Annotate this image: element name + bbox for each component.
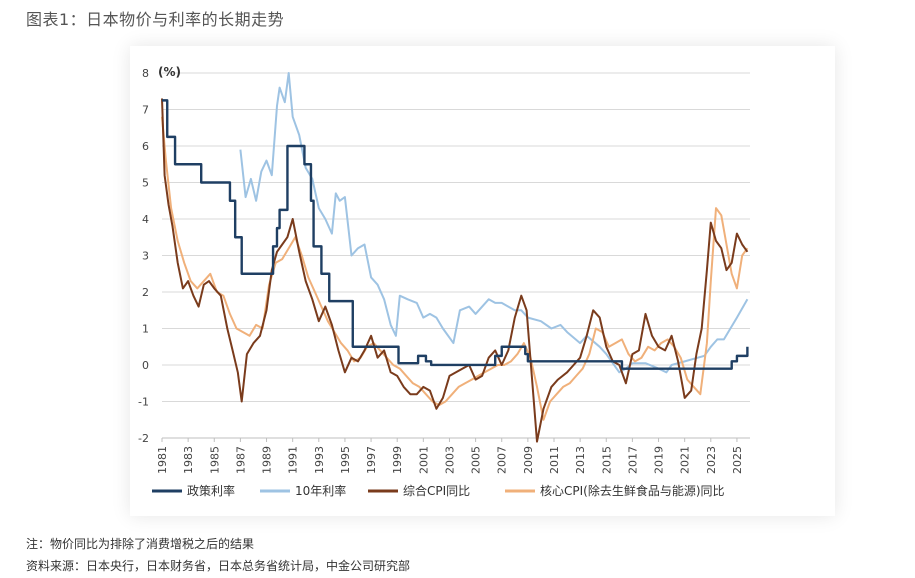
x-tick-label: 1991 (287, 446, 300, 474)
source-text: 资料来源：日本央行，日本财务省，日本总务省统计局，中金公司研究部 (26, 559, 411, 573)
note-text: 注：物价同比为排除了消费增税之后的结果 (26, 537, 255, 551)
x-tick-label: 2007 (496, 446, 509, 474)
x-tick-label: 2021 (679, 446, 692, 474)
y-tick-label: 7 (142, 104, 149, 117)
x-tick-label: 2015 (600, 446, 613, 474)
x-tick-label: 2017 (626, 446, 639, 474)
y-axis-ticks: -2 -1 0 1 2 3 4 5 6 7 8 (138, 67, 149, 445)
legend-label-policy_rate: 政策利率 (187, 483, 235, 498)
x-tick-label: 1981 (156, 446, 169, 474)
legend-label-cpi: 综合CPI同比 (403, 483, 470, 498)
chart-card: -2 -1 0 1 2 3 4 5 6 7 8 1981 1983 1985 1987 1989 1991 19… (130, 46, 835, 516)
x-tick-label: 1995 (339, 446, 352, 474)
x-tick-label: 1983 (182, 446, 195, 474)
x-tick-label: 1997 (365, 446, 378, 474)
series-lines (161, 72, 749, 443)
y-tick-label: 3 (142, 250, 149, 263)
series-line-jgb10y (239, 72, 749, 374)
series-line-cpi (161, 98, 749, 443)
y-tick-label: 2 (142, 286, 149, 299)
y-tick-label: 5 (142, 177, 149, 190)
grid-lines (162, 72, 750, 439)
y-tick-label: 0 (142, 359, 149, 372)
y-tick-label: 8 (142, 67, 149, 80)
series-line-policy_rate (162, 99, 749, 370)
x-tick-label: 2003 (443, 446, 456, 474)
x-tick-label: 2023 (705, 446, 718, 474)
y-tick-label: -2 (138, 432, 149, 445)
x-tick-label: 2025 (731, 446, 744, 474)
legend-label-jgb10y: 10年利率 (295, 483, 346, 498)
legend: 政策利率 10年利率 综合CPI同比 核心CPI(除去生鲜食品与能源)同比 (152, 483, 725, 498)
x-tick-label: 1989 (261, 446, 274, 474)
x-tick-label: 2019 (653, 446, 666, 474)
x-tick-label: 1993 (313, 446, 326, 474)
x-tick-label: 2009 (522, 446, 535, 474)
y-axis-unit: (%) (158, 65, 181, 79)
y-tick-label: -1 (138, 396, 149, 409)
x-axis-ticks: 1981 1983 1985 1987 1989 1991 1993 1995 1997 1999… (156, 438, 744, 474)
legend-label-core_cpi: 核心CPI(除去生鲜食品与能源)同比 (540, 483, 725, 498)
series-line-core_cpi (161, 116, 749, 421)
x-tick-label: 2011 (548, 446, 561, 474)
y-tick-label: 6 (142, 140, 149, 153)
x-tick-label: 1999 (391, 446, 404, 474)
x-tick-label: 1987 (234, 446, 247, 474)
figure-title: 图表1：日本物价与利率的长期走势 (26, 10, 285, 29)
x-tick-label: 2001 (417, 446, 430, 474)
x-tick-label: 2013 (574, 446, 587, 474)
x-tick-label: 1985 (208, 446, 221, 474)
x-tick-label: 2005 (470, 446, 483, 474)
y-tick-label: 1 (142, 323, 149, 336)
y-tick-label: 4 (142, 213, 149, 226)
